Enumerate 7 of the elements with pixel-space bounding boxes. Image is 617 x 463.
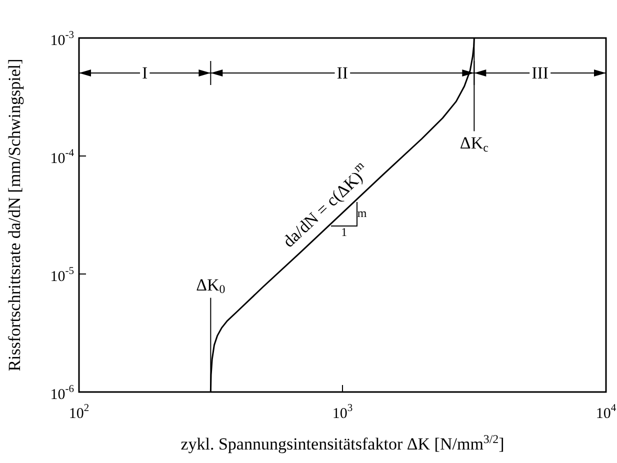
x-axis-title: zykl. Spannungsintensitätsfaktor ΔK [N/mm$^{3/2}$] [180, 432, 506, 455]
annotation: III [532, 64, 549, 82]
y-axis-title: Rissfortschrittsrate da/dN [mm/Schwingspiel] [5, 58, 25, 374]
annotation: 1 [341, 225, 348, 240]
annotation: I [142, 64, 148, 82]
annotation: II [336, 64, 348, 82]
annotation: m [357, 206, 368, 220]
